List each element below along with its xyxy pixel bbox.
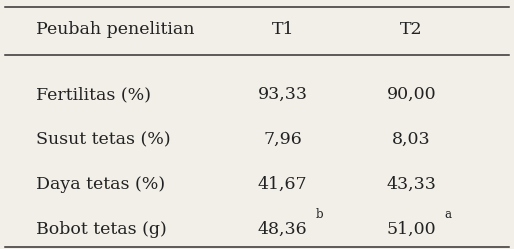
Text: 43,33: 43,33 — [386, 176, 436, 193]
Text: 48,36: 48,36 — [258, 221, 307, 238]
Text: Susut tetas (%): Susut tetas (%) — [36, 131, 171, 148]
Text: 51,00: 51,00 — [387, 221, 436, 238]
Text: 8,03: 8,03 — [392, 131, 431, 148]
Text: Peubah penelitian: Peubah penelitian — [36, 21, 194, 38]
Text: Bobot tetas (g): Bobot tetas (g) — [36, 221, 167, 238]
Text: T1: T1 — [271, 21, 294, 38]
Text: b: b — [316, 208, 324, 221]
Text: 90,00: 90,00 — [387, 86, 436, 103]
Text: T2: T2 — [400, 21, 423, 38]
Text: 93,33: 93,33 — [258, 86, 308, 103]
Text: 7,96: 7,96 — [263, 131, 302, 148]
Text: a: a — [445, 208, 452, 221]
Text: 41,67: 41,67 — [258, 176, 307, 193]
Text: Fertilitas (%): Fertilitas (%) — [36, 86, 151, 103]
Text: Daya tetas (%): Daya tetas (%) — [36, 176, 165, 193]
